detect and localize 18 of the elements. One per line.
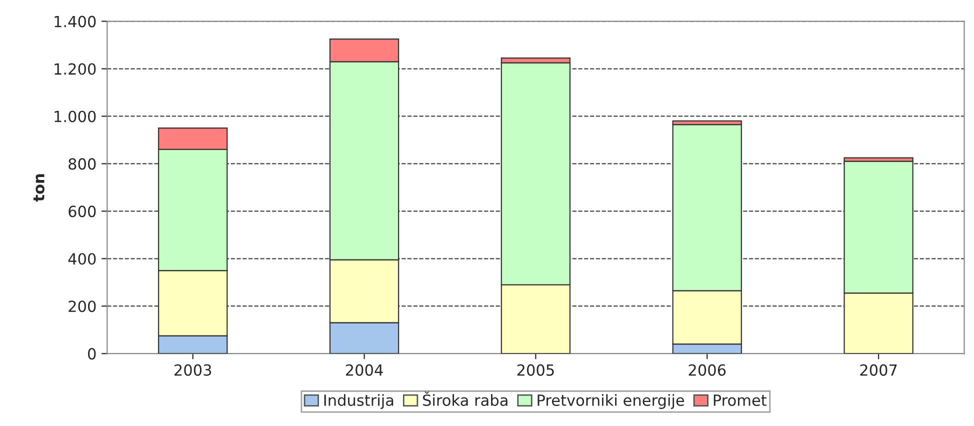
y-axis-title: ton [34,174,44,202]
y-tick-label: 1.200 [54,63,96,75]
y-tick-label: 1.400 [54,16,96,28]
legend-label: Promet [714,394,767,406]
x-tick-label: 2007 [860,364,897,376]
legend-label: Pretvorniki energije [538,394,684,409]
y-tick-label: 200 [68,300,96,312]
x-tick-label: 2006 [688,364,726,376]
legend-label: Široka raba [423,392,508,406]
x-tick-label: 2005 [517,364,554,376]
y-tick-label: 0 [88,348,96,360]
x-tick-label: 2003 [174,364,212,376]
y-tick-label: 800 [68,158,96,170]
x-tick-label: 2004 [346,364,383,376]
y-tick-label: 1.000 [54,110,96,122]
y-tick-label: 400 [68,253,96,265]
y-tick-label: 600 [68,206,96,218]
legend-label: Industrija [324,394,394,409]
